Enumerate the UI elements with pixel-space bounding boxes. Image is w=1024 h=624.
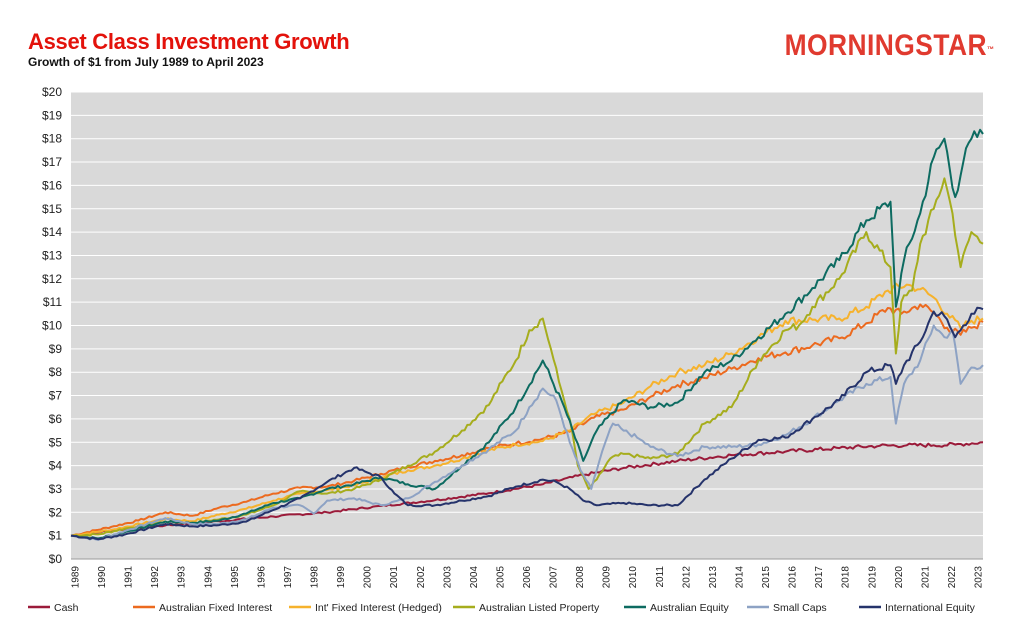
x-tick-label: 2001 (389, 566, 400, 589)
x-tick-label: 1990 (97, 566, 108, 589)
x-tick-label: 2011 (655, 566, 666, 588)
x-tick-label: 2009 (602, 566, 613, 589)
y-tick-label: $3 (49, 482, 63, 496)
x-tick-label: 2019 (867, 566, 878, 589)
x-tick-label: 2023 (974, 566, 985, 589)
x-tick-label: 1995 (230, 566, 241, 589)
legend-label: International Equity (885, 602, 976, 614)
x-tick-label: 2008 (575, 566, 586, 589)
y-tick-label: $4 (49, 459, 63, 473)
logo-trademark: ™ (986, 45, 994, 54)
y-tick-label: $15 (42, 202, 62, 216)
series-line-australian-equity (70, 128, 984, 540)
x-tick-label: 1997 (283, 566, 294, 589)
x-tick-label: 1996 (256, 566, 267, 589)
y-tick-label: $0 (49, 552, 63, 566)
legend-label: Cash (54, 602, 79, 614)
legend-item-international-equity: International Equity (859, 602, 976, 614)
y-tick-label: $11 (43, 295, 62, 309)
x-tick-label: 2000 (363, 566, 374, 589)
x-tick-label: 1992 (150, 566, 161, 589)
x-tick-label: 2003 (442, 566, 453, 589)
x-tick-label: 2010 (628, 566, 639, 589)
y-tick-label: $1 (49, 529, 63, 543)
morningstar-logo: MORNINGSTAR™ (784, 26, 994, 66)
legend-item-int-fixed-interest-hedged: Int' Fixed Interest (Hedged) (289, 602, 442, 614)
x-tick-label: 2007 (549, 566, 560, 589)
x-tick-label: 1999 (336, 566, 347, 589)
y-tick-label: $20 (42, 85, 62, 99)
y-tick-label: $7 (49, 389, 63, 403)
x-tick-label: 2006 (522, 566, 533, 589)
y-tick-label: $6 (49, 412, 63, 426)
x-tick-label: 2004 (469, 566, 480, 589)
y-axis-tick-labels: $0 $1 $2 $3 $4 $5 $6 $7 $8 $9 $10 $11 $12 $13 $14 $15 $1… (42, 85, 62, 566)
logo-text: MORNINGSTAR (784, 29, 987, 62)
y-tick-label: $5 (49, 435, 63, 449)
legend-label: Australian Listed Property (479, 602, 600, 614)
legend-label: Australian Fixed Interest (159, 602, 272, 614)
y-tick-label: $9 (49, 342, 63, 356)
series-line-cash (70, 441, 984, 537)
chart-header: Asset Class Investment Growth Growth of … (28, 29, 350, 70)
y-tick-label: $13 (42, 248, 62, 262)
y-tick-label: $8 (49, 365, 63, 379)
y-tick-label: $17 (42, 155, 62, 169)
y-tick-label: $19 (42, 108, 62, 122)
legend-label: Australian Equity (650, 602, 730, 614)
legend-item-australian-listed-property: Australian Listed Property (453, 602, 600, 614)
legend-item-small-caps: Small Caps (747, 602, 827, 614)
x-tick-label: 2012 (681, 566, 692, 589)
y-tick-label: $2 (49, 505, 63, 519)
legend-item-australian-fixed-interest: Australian Fixed Interest (133, 602, 272, 614)
series-line-int-fixed-interest-hedged (70, 282, 984, 537)
gridlines (71, 91, 983, 560)
x-tick-label: 2017 (814, 566, 825, 589)
x-tick-label: 2021 (920, 566, 931, 589)
x-tick-label: 1994 (203, 566, 214, 589)
legend-item-australian-equity: Australian Equity (624, 602, 730, 614)
legend-label: Small Caps (773, 602, 827, 614)
x-tick-label: 1993 (177, 566, 188, 589)
chart-title: Asset Class Investment Growth (28, 29, 350, 54)
y-tick-label: $10 (42, 319, 62, 333)
x-tick-label: 2018 (841, 566, 852, 589)
y-tick-label: $12 (42, 272, 62, 286)
series-lines (70, 128, 984, 541)
x-tick-label: 2013 (708, 566, 719, 589)
y-tick-label: $16 (42, 178, 62, 192)
x-tick-label: 2002 (416, 566, 427, 589)
x-tick-label: 1991 (124, 566, 135, 589)
chart-subtitle: Growth of $1 from July 1989 to April 202… (28, 55, 264, 69)
x-tick-label: 2014 (734, 566, 745, 589)
y-tick-label: $18 (42, 132, 62, 146)
x-tick-label: 2005 (495, 566, 506, 589)
legend-label: Int' Fixed Interest (Hedged) (315, 602, 442, 614)
x-tick-label: 2022 (947, 566, 958, 589)
series-line-australian-fixed-interest (70, 303, 984, 537)
x-tick-label: 1989 (71, 566, 82, 589)
series-line-international-equity (70, 306, 984, 541)
x-tick-label: 2016 (788, 566, 799, 589)
x-axis-tick-labels: 1989 1990 1991 1992 1993 1994 1995 1996 1997 1998… (71, 566, 985, 589)
legend: Cash Australian Fixed Interest Int' Fixed … (28, 602, 976, 614)
x-tick-label: 2015 (761, 566, 772, 589)
y-tick-label: $14 (42, 225, 62, 239)
x-tick-label: 1998 (310, 566, 321, 589)
x-tick-label: 2020 (894, 566, 905, 589)
legend-item-cash: Cash (28, 602, 79, 614)
